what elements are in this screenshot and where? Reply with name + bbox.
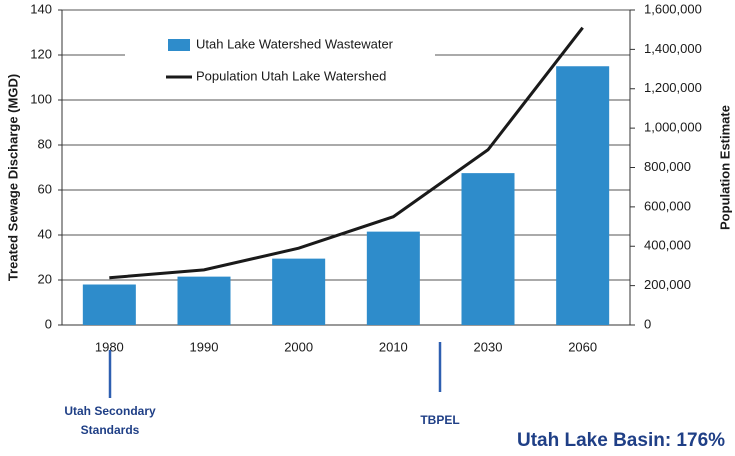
x-tick-label: 2000 — [284, 339, 313, 354]
y2-tick-label: 1,600,000 — [644, 1, 702, 16]
x-tick-label: 1990 — [190, 339, 219, 354]
y2-tick-label: 400,000 — [644, 238, 691, 253]
y-tick-label: 20 — [38, 271, 52, 286]
legend-label: Population Utah Lake Watershed — [196, 68, 386, 83]
y2-tick-label: 800,000 — [644, 159, 691, 174]
y2-tick-label: 1,400,000 — [644, 41, 702, 56]
y2-tick-label: 600,000 — [644, 198, 691, 213]
legend-label: Utah Lake Watershed Wastewater — [196, 36, 394, 51]
bar — [272, 258, 326, 325]
y2-axis-title: Population Estimate — [717, 105, 732, 230]
annotation: Utah Secondary Standards — [64, 404, 156, 437]
y2-tick-label: 1,200,000 — [644, 80, 702, 95]
y-tick-label: 120 — [30, 46, 52, 61]
y-tick-label: 40 — [38, 226, 52, 241]
y-tick-label: 0 — [45, 316, 52, 331]
annotation-box: Utah Secondary Standards — [64, 404, 156, 437]
x-tick-label: 2030 — [474, 339, 503, 354]
line — [109, 26, 584, 280]
x-tick-label: 2060 — [568, 339, 597, 354]
y2-tick-label: 0 — [644, 316, 651, 331]
y-tick-label: 100 — [30, 91, 52, 106]
y2-tick-label: 1,000,000 — [644, 120, 702, 135]
annotation: Utah Lake Basin: 176% — [517, 430, 725, 451]
bar — [556, 66, 610, 325]
legend-swatch — [168, 39, 190, 51]
y-tick-label: 60 — [38, 181, 52, 196]
bar — [461, 173, 515, 325]
bar — [82, 284, 136, 325]
bar — [366, 231, 420, 325]
annotation: TBPEL — [420, 413, 459, 427]
y-axis-title: Treated Sewage Discharge (MGD) — [5, 74, 20, 281]
x-tick-label: 1980 — [95, 339, 124, 354]
y-tick-label: 140 — [30, 1, 52, 16]
x-tick-label: 2010 — [379, 339, 408, 354]
y2-tick-label: 200,000 — [644, 277, 691, 292]
y-tick-label: 80 — [38, 136, 52, 151]
bar — [177, 276, 231, 325]
